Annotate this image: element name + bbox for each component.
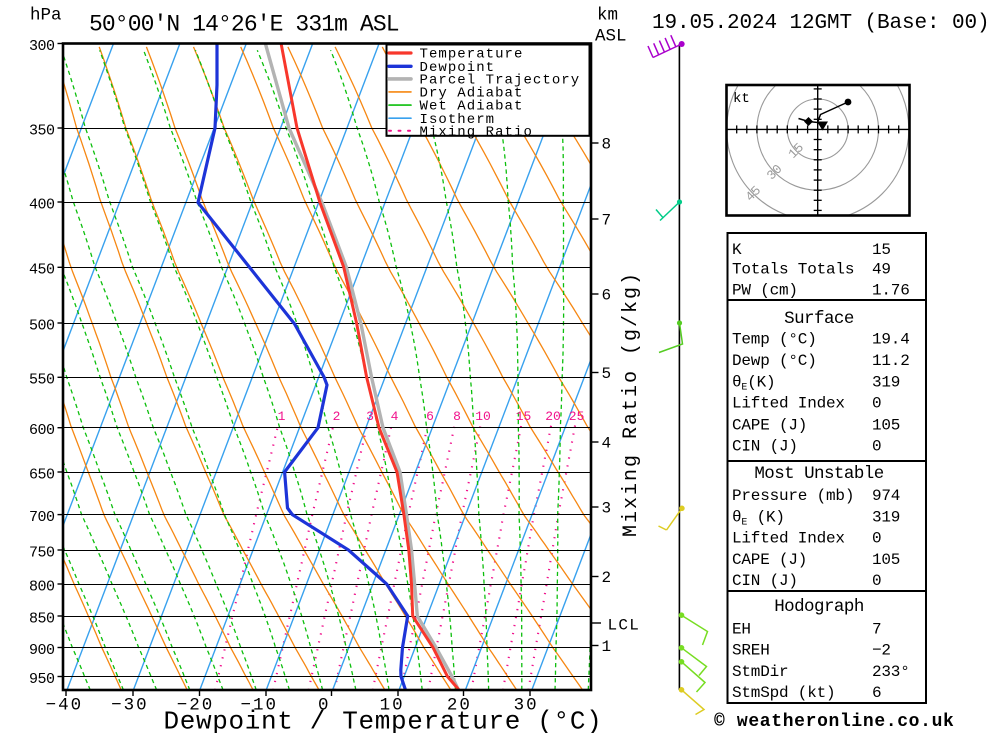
svg-text:10: 10 <box>475 409 491 424</box>
svg-text:km: km <box>597 6 618 26</box>
svg-text:700: 700 <box>29 509 55 526</box>
svg-text:hPa: hPa <box>30 6 62 26</box>
svg-text:CIN (J): CIN (J) <box>732 572 798 590</box>
svg-text:CAPE (J): CAPE (J) <box>732 551 807 569</box>
svg-text:Dewp (°C): Dewp (°C) <box>732 352 817 370</box>
svg-text:4: 4 <box>391 409 399 424</box>
svg-text:Wet Adiabat: Wet Adiabat <box>420 99 524 115</box>
svg-text:20: 20 <box>545 409 561 424</box>
svg-text:2: 2 <box>333 409 341 424</box>
svg-text:319: 319 <box>872 374 900 392</box>
svg-text:4: 4 <box>602 435 612 453</box>
svg-text:Lifted Index: Lifted Index <box>732 530 845 548</box>
svg-text:Mixing Ratio (g/kg): Mixing Ratio (g/kg) <box>620 271 643 537</box>
svg-text:319: 319 <box>872 509 900 527</box>
svg-text:30: 30 <box>514 696 539 716</box>
svg-text:Dewpoint: Dewpoint <box>420 60 496 76</box>
svg-text:950: 950 <box>29 671 55 688</box>
svg-text:ASL: ASL <box>595 27 627 47</box>
svg-text:550: 550 <box>29 372 55 389</box>
svg-text:−30: −30 <box>111 696 149 716</box>
svg-text:−20: −20 <box>177 696 215 716</box>
svg-text:Totals Totals: Totals Totals <box>732 261 854 279</box>
svg-text:0: 0 <box>872 530 881 548</box>
svg-text:Mixing Ratio: Mixing Ratio <box>420 124 533 140</box>
svg-text:8: 8 <box>602 136 612 154</box>
svg-text:20: 20 <box>447 696 472 716</box>
svg-text:Temp (°C): Temp (°C) <box>732 331 817 349</box>
svg-text:400: 400 <box>29 196 55 213</box>
svg-text:650: 650 <box>29 466 55 483</box>
svg-text:StmSpd (kt): StmSpd (kt) <box>732 684 835 702</box>
svg-text:Parcel Trajectory: Parcel Trajectory <box>420 73 581 89</box>
svg-text:6: 6 <box>872 684 881 702</box>
svg-text:7: 7 <box>602 212 612 230</box>
svg-text:© weatheronline.co.uk: © weatheronline.co.uk <box>714 712 955 732</box>
svg-text:800: 800 <box>29 578 55 595</box>
svg-text:kt: kt <box>733 91 750 107</box>
svg-text:Hodograph: Hodograph <box>774 597 864 617</box>
svg-text:1: 1 <box>278 409 286 424</box>
svg-text:50°00'N 14°26'E 331m ASL: 50°00'N 14°26'E 331m ASL <box>89 12 399 38</box>
svg-text:850: 850 <box>29 610 55 627</box>
svg-text:300: 300 <box>29 38 55 55</box>
svg-text:0: 0 <box>872 395 881 413</box>
svg-text:CIN (J): CIN (J) <box>732 438 798 456</box>
svg-text:Most Unstable: Most Unstable <box>754 464 883 484</box>
svg-text:350: 350 <box>29 122 55 139</box>
svg-text:500: 500 <box>29 317 55 334</box>
svg-text:EH: EH <box>732 621 751 639</box>
svg-text:PW (cm): PW (cm) <box>732 282 798 300</box>
svg-text:750: 750 <box>29 544 55 561</box>
svg-text:49: 49 <box>872 261 891 279</box>
svg-text:−40: −40 <box>46 696 84 716</box>
svg-text:8: 8 <box>453 409 461 424</box>
svg-text:3: 3 <box>602 500 612 518</box>
svg-text:Pressure (mb): Pressure (mb) <box>732 487 854 505</box>
svg-text:SREH: SREH <box>732 642 770 660</box>
svg-text:19.4: 19.4 <box>872 331 910 349</box>
svg-text:5: 5 <box>602 365 612 383</box>
svg-text:6: 6 <box>426 409 434 424</box>
svg-text:K: K <box>732 241 742 259</box>
svg-text:15: 15 <box>872 241 891 259</box>
svg-text:StmDir: StmDir <box>732 663 788 681</box>
svg-text:6: 6 <box>602 287 612 305</box>
svg-text:0: 0 <box>318 696 331 716</box>
svg-text:233°: 233° <box>872 663 910 681</box>
svg-text:7: 7 <box>872 621 881 639</box>
svg-text:Dry Adiabat: Dry Adiabat <box>420 86 524 102</box>
svg-text:1: 1 <box>602 638 612 656</box>
svg-text:105: 105 <box>872 417 900 435</box>
svg-text:1.76: 1.76 <box>872 282 910 300</box>
svg-text:25: 25 <box>569 409 585 424</box>
svg-text:θE (K): θE (K) <box>732 509 785 529</box>
svg-text:Lifted Index: Lifted Index <box>732 395 845 413</box>
svg-text:−10: −10 <box>241 696 279 716</box>
svg-text:Dewpoint / Temperature (°C): Dewpoint / Temperature (°C) <box>164 707 603 734</box>
svg-text:600: 600 <box>29 422 55 439</box>
svg-text:105: 105 <box>872 551 900 569</box>
svg-text:15: 15 <box>516 409 532 424</box>
svg-text:CAPE (J): CAPE (J) <box>732 417 807 435</box>
svg-text:450: 450 <box>29 262 55 279</box>
svg-text:974: 974 <box>872 487 900 505</box>
svg-text:2: 2 <box>602 569 612 587</box>
svg-text:3: 3 <box>366 409 374 424</box>
svg-text:Surface: Surface <box>784 309 854 329</box>
svg-text:0: 0 <box>872 438 881 456</box>
svg-text:Isotherm: Isotherm <box>420 112 496 128</box>
svg-text:11.2: 11.2 <box>872 352 910 370</box>
svg-text:900: 900 <box>29 642 55 659</box>
svg-text:0: 0 <box>872 572 881 590</box>
svg-text:θE(K): θE(K) <box>732 374 775 394</box>
svg-text:Temperature: Temperature <box>420 47 524 63</box>
svg-text:10: 10 <box>380 696 405 716</box>
svg-text:LCL: LCL <box>608 617 641 635</box>
svg-text:19.05.2024 12GMT (Base: 00): 19.05.2024 12GMT (Base: 00) <box>652 12 990 35</box>
svg-text:−2: −2 <box>872 642 891 660</box>
